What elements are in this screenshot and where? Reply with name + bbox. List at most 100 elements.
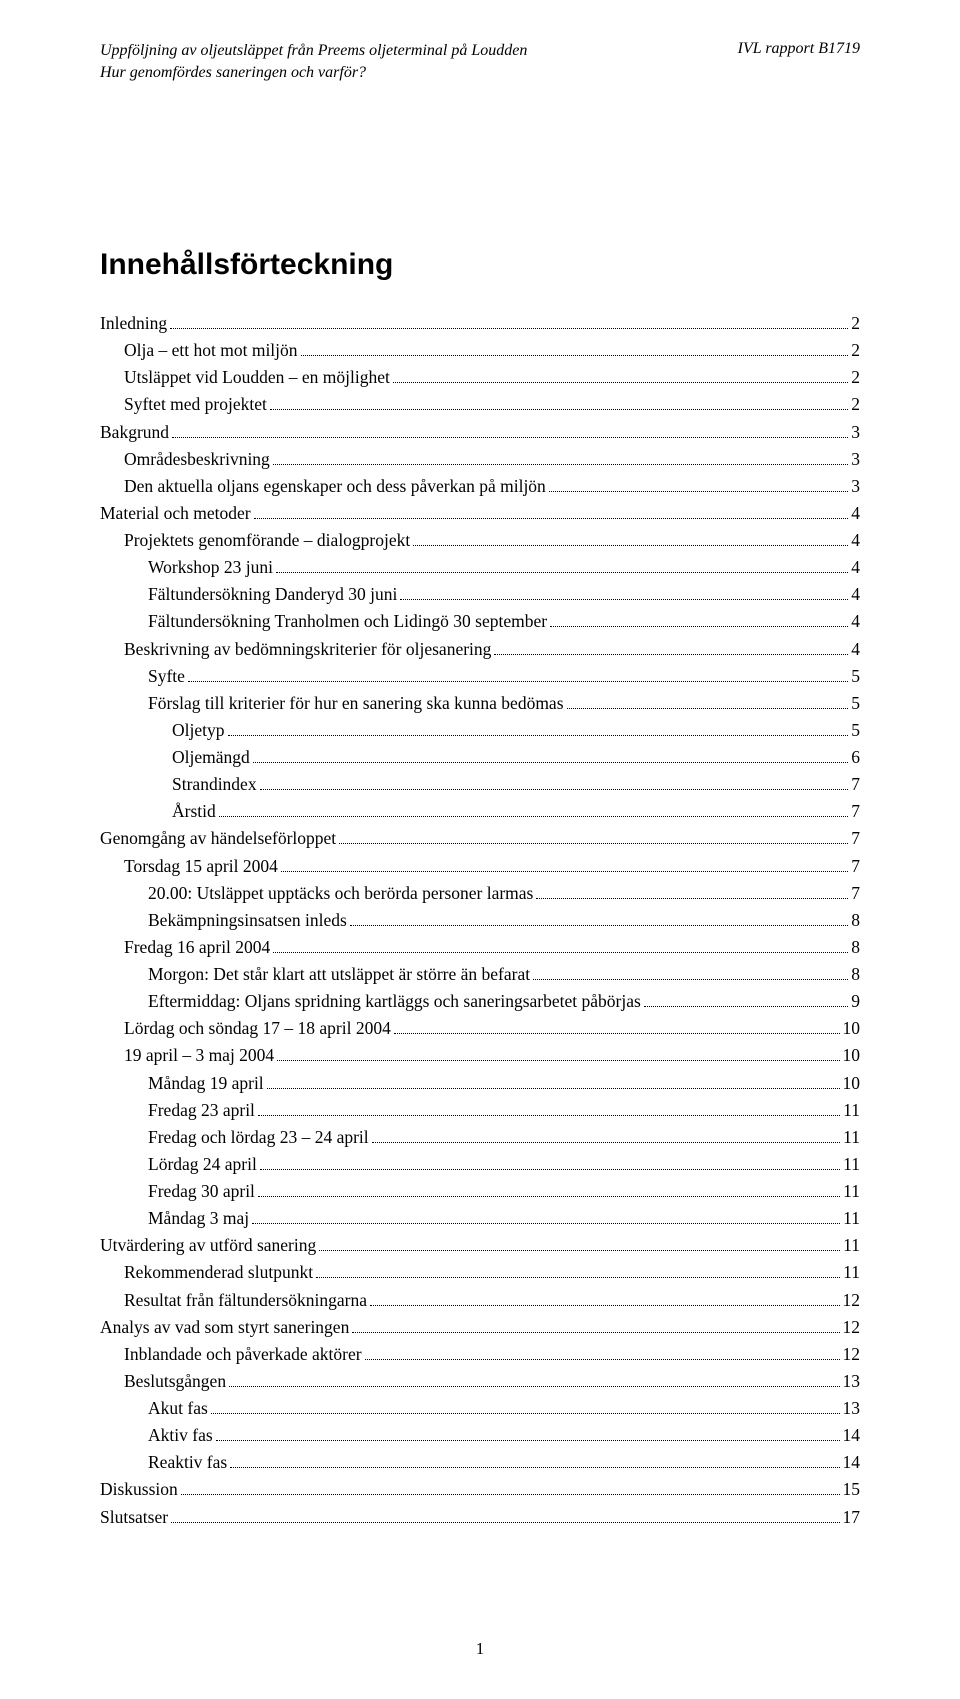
toc-entry-page: 9 <box>851 988 860 1015</box>
toc-entry: Oljetyp5 <box>100 717 860 744</box>
toc-entry-label: Bakgrund <box>100 419 169 446</box>
toc-entry-label: Lördag och söndag 17 – 18 april 2004 <box>124 1015 391 1042</box>
toc-entry-page: 11 <box>843 1097 860 1124</box>
toc-entry: Diskussion15 <box>100 1476 860 1503</box>
toc-leader-dots <box>172 437 848 438</box>
toc-entry-page: 10 <box>843 1015 861 1042</box>
toc-entry-label: Bekämpningsinsatsen inleds <box>148 907 347 934</box>
header-left-line2: Hur genomfördes saneringen och varför? <box>100 62 527 84</box>
toc-entry-page: 12 <box>843 1287 861 1314</box>
toc-entry-label: Analys av vad som styrt saneringen <box>100 1314 349 1341</box>
toc-entry-label: Beslutsgången <box>124 1368 226 1395</box>
toc-entry-page: 10 <box>843 1042 861 1069</box>
toc-entry: Områdesbeskrivning3 <box>100 446 860 473</box>
toc-entry-label: Workshop 23 juni <box>148 554 273 581</box>
toc-entry-label: Måndag 3 maj <box>148 1205 249 1232</box>
toc-leader-dots <box>550 626 848 627</box>
toc-entry-label: Årstid <box>172 798 216 825</box>
toc-entry-label: Fredag 30 april <box>148 1178 255 1205</box>
toc-entry: Strandindex 7 <box>100 771 860 798</box>
toc-entry-page: 4 <box>851 636 860 663</box>
toc-entry: Inledning2 <box>100 310 860 337</box>
toc-entry-page: 2 <box>851 391 860 418</box>
toc-entry-page: 17 <box>843 1504 861 1531</box>
toc-leader-dots <box>258 1115 840 1116</box>
toc-leader-dots <box>536 898 848 899</box>
toc-entry: Förslag till kriterier för hur en saneri… <box>100 690 860 717</box>
toc-entry-label: Fältundersökning Danderyd 30 juni <box>148 581 397 608</box>
toc-leader-dots <box>273 952 848 953</box>
toc-entry: Utsläppet vid Loudden – en möjlighet2 <box>100 364 860 391</box>
toc-entry-page: 14 <box>843 1449 861 1476</box>
toc-entry-page: 11 <box>843 1124 860 1151</box>
toc-leader-dots <box>644 1006 848 1007</box>
toc-entry-label: 20.00: Utsläppet upptäcks och berörda pe… <box>148 880 533 907</box>
toc-leader-dots <box>258 1196 840 1197</box>
toc-entry: Analys av vad som styrt saneringen 12 <box>100 1314 860 1341</box>
toc-entry: Fredag 23 april 11 <box>100 1097 860 1124</box>
toc-entry-label: Beskrivning av bedömningskriterier för o… <box>124 636 491 663</box>
toc-entry-page: 8 <box>851 961 860 988</box>
toc-entry-label: Rekommenderad slutpunkt <box>124 1259 313 1286</box>
toc-entry-page: 10 <box>843 1070 861 1097</box>
toc-entry: Slutsatser17 <box>100 1504 860 1531</box>
toc-leader-dots <box>277 1060 839 1061</box>
toc-entry: Olja – ett hot mot miljön2 <box>100 337 860 364</box>
toc-leader-dots <box>533 979 848 980</box>
toc-entry: Akut fas13 <box>100 1395 860 1422</box>
toc-entry-page: 15 <box>843 1476 861 1503</box>
toc-entry-page: 8 <box>851 907 860 934</box>
toc-leader-dots <box>270 409 848 410</box>
toc-entry: Syfte5 <box>100 663 860 690</box>
toc-entry-label: Förslag till kriterier för hur en saneri… <box>148 690 564 717</box>
toc-entry-page: 7 <box>851 880 860 907</box>
toc-leader-dots <box>216 1440 840 1441</box>
toc-entry-page: 3 <box>851 419 860 446</box>
header-left-line1: Uppföljning av oljeutsläppet från Preems… <box>100 40 527 62</box>
toc-entry-label: Utvärdering av utförd sanering <box>100 1232 316 1259</box>
toc-entry: Resultat från fältundersökningarna12 <box>100 1287 860 1314</box>
toc-entry-page: 11 <box>843 1259 860 1286</box>
toc-leader-dots <box>170 328 848 329</box>
toc-entry-page: 12 <box>843 1314 861 1341</box>
toc-leader-dots <box>281 871 848 872</box>
toc-entry: Beslutsgången13 <box>100 1368 860 1395</box>
toc-entry-page: 11 <box>843 1232 860 1259</box>
toc-leader-dots <box>260 789 849 790</box>
toc-entry: Måndag 3 maj11 <box>100 1205 860 1232</box>
toc-entry-label: Fältundersökning Tranholmen och Lidingö … <box>148 608 547 635</box>
toc-entry-page: 2 <box>851 337 860 364</box>
toc-entry-label: Reaktiv fas <box>148 1449 227 1476</box>
toc-leader-dots <box>228 735 849 736</box>
toc-leader-dots <box>171 1522 839 1523</box>
toc-leader-dots <box>211 1413 840 1414</box>
toc-leader-dots <box>352 1332 839 1333</box>
toc-entry-page: 11 <box>843 1151 860 1178</box>
toc-entry-page: 2 <box>851 364 860 391</box>
toc-entry-page: 8 <box>851 934 860 961</box>
toc-entry-label: Projektets genomförande – dialogprojekt <box>124 527 410 554</box>
toc-entry-page: 3 <box>851 446 860 473</box>
toc-entry: Beskrivning av bedömningskriterier för o… <box>100 636 860 663</box>
toc-entry-label: Fredag 23 april <box>148 1097 255 1124</box>
toc-entry-label: Fredag och lördag 23 – 24 april <box>148 1124 369 1151</box>
toc-entry-label: Måndag 19 april <box>148 1070 264 1097</box>
toc-entry-page: 7 <box>851 771 860 798</box>
toc-entry: Projektets genomförande – dialogprojekt4 <box>100 527 860 554</box>
toc-entry-page: 6 <box>851 744 860 771</box>
toc-entry: Bakgrund 3 <box>100 419 860 446</box>
toc-entry-label: Syfte <box>148 663 185 690</box>
toc-entry: Oljemängd6 <box>100 744 860 771</box>
toc-leader-dots <box>370 1305 840 1306</box>
toc-entry-label: Material och metoder <box>100 500 251 527</box>
toc-entry-label: Syftet med projektet <box>124 391 267 418</box>
toc-leader-dots <box>372 1142 841 1143</box>
toc-leader-dots <box>350 925 848 926</box>
toc-entry-label: Akut fas <box>148 1395 208 1422</box>
toc-entry-label: Strandindex <box>172 771 257 798</box>
toc-entry-label: Oljetyp <box>172 717 225 744</box>
toc-leader-dots <box>253 762 848 763</box>
toc-entry-page: 7 <box>851 825 860 852</box>
toc-entry-page: 4 <box>851 608 860 635</box>
toc-leader-dots <box>276 572 848 573</box>
